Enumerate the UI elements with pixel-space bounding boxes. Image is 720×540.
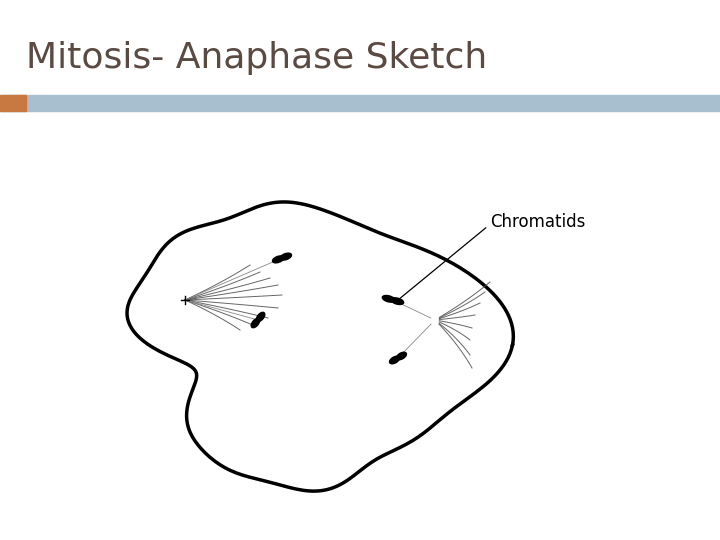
Ellipse shape: [280, 253, 292, 260]
Ellipse shape: [256, 312, 265, 321]
Ellipse shape: [382, 295, 395, 302]
Bar: [0, 95, 720, 111]
Ellipse shape: [251, 319, 260, 328]
Ellipse shape: [390, 356, 400, 364]
Ellipse shape: [397, 352, 407, 360]
Bar: [0, 95, 26, 111]
Bar: [432, 317, 438, 323]
Ellipse shape: [272, 256, 284, 263]
Ellipse shape: [391, 298, 404, 305]
Text: Mitosis- Anaphase Sketch: Mitosis- Anaphase Sketch: [26, 41, 487, 75]
Text: Chromatids: Chromatids: [490, 213, 585, 231]
